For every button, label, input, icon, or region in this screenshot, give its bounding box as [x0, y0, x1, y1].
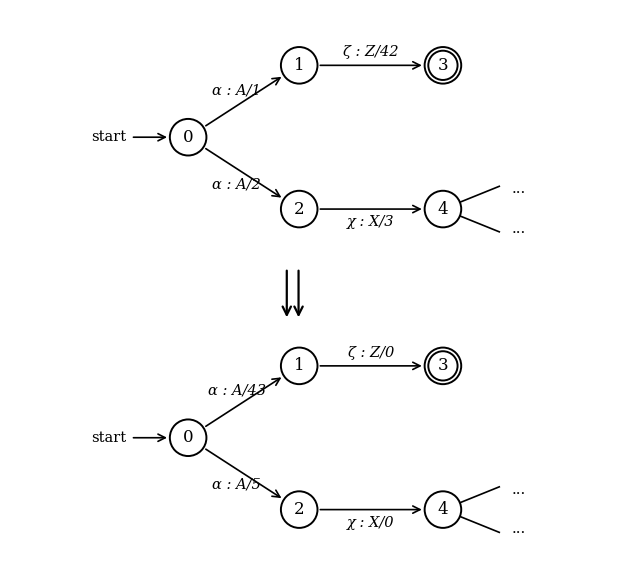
Text: 2: 2 — [294, 201, 305, 218]
Text: 3: 3 — [438, 358, 448, 375]
Circle shape — [281, 191, 318, 228]
Text: ζ : Z/42: ζ : Z/42 — [344, 45, 399, 59]
Text: ...: ... — [512, 483, 526, 497]
Text: 3: 3 — [438, 57, 448, 74]
Text: χ : X/3: χ : X/3 — [347, 215, 395, 229]
Text: 4: 4 — [438, 501, 448, 518]
Text: α : A/2: α : A/2 — [212, 177, 261, 191]
Text: 4: 4 — [438, 201, 448, 218]
Text: ...: ... — [512, 522, 526, 536]
Text: start: start — [91, 431, 127, 445]
Circle shape — [170, 119, 206, 155]
Circle shape — [281, 492, 318, 528]
Circle shape — [170, 419, 206, 456]
Circle shape — [281, 348, 318, 384]
Text: 0: 0 — [183, 129, 193, 146]
Text: α : A/1: α : A/1 — [212, 83, 261, 97]
Circle shape — [425, 191, 461, 228]
Text: α : A/5: α : A/5 — [212, 477, 261, 492]
Text: ...: ... — [512, 222, 526, 236]
Text: ...: ... — [512, 182, 526, 196]
Text: 2: 2 — [294, 501, 305, 518]
Text: 1: 1 — [294, 57, 305, 74]
Text: α : A/43: α : A/43 — [208, 384, 266, 398]
Circle shape — [425, 348, 461, 384]
Circle shape — [281, 47, 318, 83]
Text: χ : X/0: χ : X/0 — [347, 516, 395, 530]
Text: start: start — [91, 130, 127, 144]
Text: ζ : Z/0: ζ : Z/0 — [348, 346, 394, 360]
Circle shape — [425, 492, 461, 528]
Text: 1: 1 — [294, 358, 305, 375]
Circle shape — [425, 47, 461, 83]
Text: 0: 0 — [183, 429, 193, 446]
